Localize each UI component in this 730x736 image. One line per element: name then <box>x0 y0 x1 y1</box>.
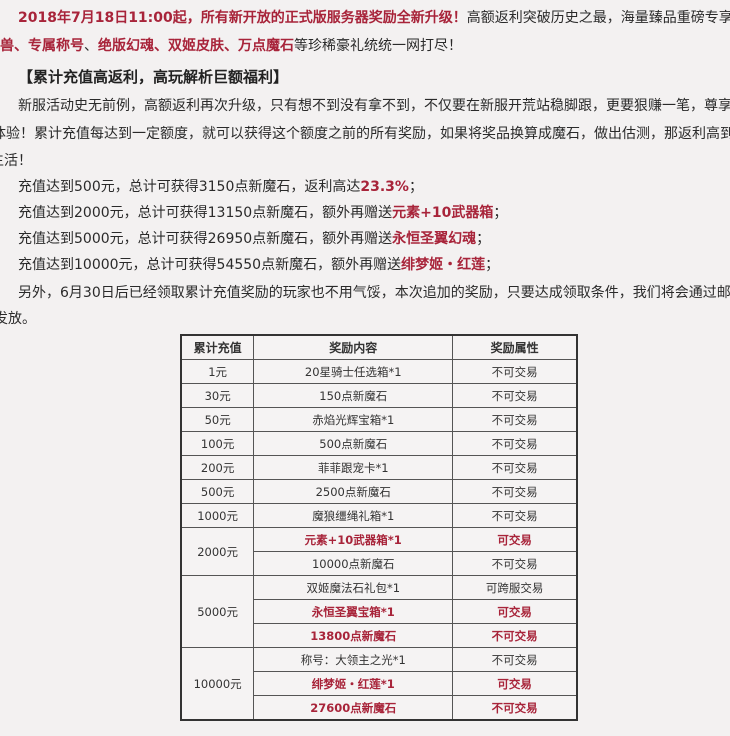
cell-content: 绯梦姬・红莲*1 <box>253 671 454 696</box>
cell-amount: 10000元 <box>180 647 255 721</box>
table-row: 10000元 称号：大领主之光*1 不可交易 <box>180 647 578 721</box>
table-row: 30元 150点新魔石 不可交易 <box>180 383 578 408</box>
cell-amount: 2000元 <box>180 527 255 576</box>
paragraph-line: 新服活动史无前例，高额返利再次升级，只有想不到没有拿不到，不仅要在新服开荒站稳脚… <box>18 98 730 114</box>
cell-amount: 30元 <box>180 383 255 408</box>
cell-content: 魔狼缰绳礼箱*1 <box>253 503 454 528</box>
table-row: 500元 2500点新魔石 不可交易 <box>180 479 578 504</box>
cell-attr: 不可交易 <box>452 503 578 528</box>
table-row: 2000元 元素+10武器箱*1 可交易 <box>180 527 578 576</box>
paragraph-line: 生活！ <box>0 153 32 169</box>
cell-content: 元素+10武器箱*1 <box>253 527 454 552</box>
tier-line: 充值达到2000元，总计可获得13150点新魔石，额外再赠送元素+10武器箱； <box>18 205 508 221</box>
cell-content: 永恒圣翼宝箱*1 <box>253 599 454 624</box>
note-line: 另外，6月30日后已经领取累计充值奖励的玩家也不用气馁，本次追加的奖励，只要达成… <box>18 285 730 301</box>
cell-attr: 不可交易 <box>452 623 578 648</box>
tier-line: 充值达到5000元，总计可获得26950点新魔石，额外再赠送永恒圣翼幻魂； <box>18 231 491 247</box>
paragraph-line: 体验！累计充值每达到一定额度，就可以获得这个额度之前的所有奖励，如果将奖品换算成… <box>0 126 730 142</box>
cell-attr: 可交易 <box>452 599 578 624</box>
cell-attr: 不可交易 <box>452 551 578 576</box>
table-row: 100元 500点新魔石 不可交易 <box>180 431 578 456</box>
table-row: 5000元 双姬魔法石礼包*1 可跨服交易 <box>180 575 578 648</box>
tier-line: 充值达到500元，总计可获得3150点新魔石，返利高达23.3%； <box>18 179 423 195</box>
cell-attr: 可交易 <box>452 527 578 552</box>
cell-attr: 可交易 <box>452 671 578 696</box>
cell-content: 13800点新魔石 <box>253 623 454 648</box>
cell-attr: 不可交易 <box>452 695 578 721</box>
section-heading: 【累计充值高返利，高玩解析巨额福利】 <box>18 68 289 86</box>
cell-attr: 不可交易 <box>452 383 578 408</box>
table-row: 绯梦姬・红莲*1 可交易 <box>181 671 578 696</box>
reward-table: 累计充值 奖励内容 奖励属性 1元 20星骑士任选箱*1 不可交易 30元 150点新魔… <box>180 334 578 721</box>
cell-attr: 不可交易 <box>452 431 578 456</box>
cell-content: 20星骑士任选箱*1 <box>253 359 454 384</box>
header-attr: 奖励属性 <box>452 334 578 360</box>
cell-amount: 100元 <box>180 431 255 456</box>
cell-amount: 5000元 <box>180 575 255 648</box>
cell-amount: 50元 <box>180 407 255 432</box>
cell-content: 27600点新魔石 <box>253 695 454 721</box>
tier-line: 充值达到10000元，总计可获得54550点新魔石，额外再赠送绯梦姬・红莲； <box>18 257 500 273</box>
intro-line-1: 2018年7月18日11:00起，所有新开放的正式版服务器奖励全新升级！高额返利… <box>18 10 730 26</box>
cell-attr: 可跨服交易 <box>452 575 578 600</box>
cell-content: 赤焰光辉宝箱*1 <box>253 407 454 432</box>
table-row: 10000点新魔石 不可交易 <box>181 551 578 576</box>
table-row: 27600点新魔石 不可交易 <box>181 695 578 721</box>
table-row: 13800点新魔石 不可交易 <box>181 623 578 648</box>
table-row: 50元 赤焰光辉宝箱*1 不可交易 <box>180 407 578 432</box>
cell-amount: 500元 <box>180 479 255 504</box>
table-row: 200元 菲菲跟宠卡*1 不可交易 <box>180 455 578 480</box>
header-content: 奖励内容 <box>253 334 454 360</box>
table-row: 1元 20星骑士任选箱*1 不可交易 <box>180 359 578 384</box>
cell-attr: 不可交易 <box>452 455 578 480</box>
cell-amount: 200元 <box>180 455 255 480</box>
cell-attr: 不可交易 <box>452 647 578 672</box>
cell-attr: 不可交易 <box>452 359 578 384</box>
cell-attr: 不可交易 <box>452 479 578 504</box>
cell-attr: 不可交易 <box>452 407 578 432</box>
cell-content: 500点新魔石 <box>253 431 454 456</box>
cell-amount: 1000元 <box>180 503 255 528</box>
intro-line-2: 骑兽、专属称号、绝版幻魂、双姬皮肤、万点魔石等珍稀豪礼统统一网打尽！ <box>0 38 462 54</box>
cell-content: 称号：大领主之光*1 <box>253 647 454 672</box>
cell-content: 菲菲跟宠卡*1 <box>253 455 454 480</box>
header-amount: 累计充值 <box>180 334 255 360</box>
table-row: 永恒圣翼宝箱*1 可交易 <box>181 599 578 624</box>
cell-amount: 1元 <box>180 359 255 384</box>
cell-content: 150点新魔石 <box>253 383 454 408</box>
table-row: 1000元 魔狼缰绳礼箱*1 不可交易 <box>180 503 578 528</box>
cell-content: 2500点新魔石 <box>253 479 454 504</box>
cell-content: 双姬魔法石礼包*1 <box>253 575 454 600</box>
cell-content: 10000点新魔石 <box>253 551 454 576</box>
note-line: 发放。 <box>0 311 36 327</box>
